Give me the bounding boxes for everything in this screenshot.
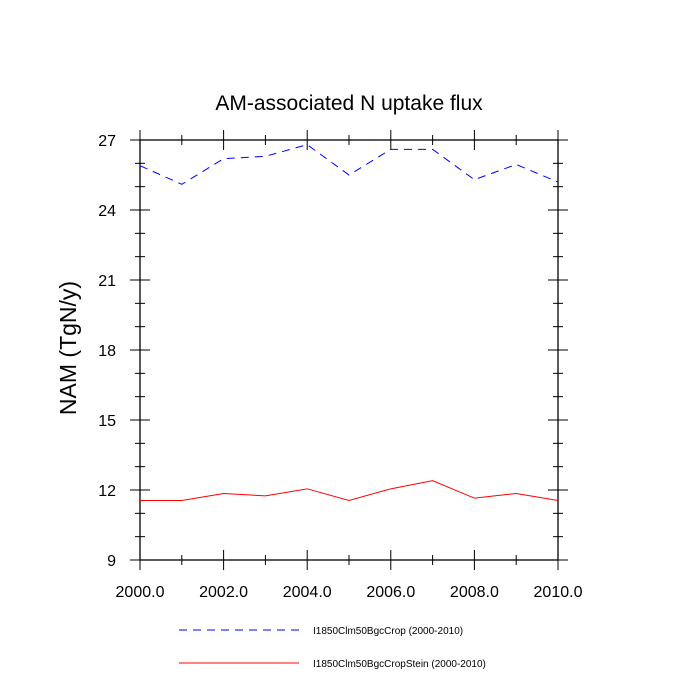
y-tick-label: 24 [98, 203, 116, 220]
series-lines [139, 144, 559, 502]
tick-labels: 2000.0 2002.0 2004.0 2006.0 2008.0 2010.0 9 12 1… [98, 133, 582, 601]
x-tick-label: 2000.0 [116, 584, 165, 601]
x-tick-label: 2008.0 [450, 584, 499, 601]
x-tick-label: 2002.0 [199, 584, 248, 601]
x-tick-label: 2010.0 [534, 584, 583, 601]
legend: I1850Clm50BgcCrop (2000-2010) I1850Clm50B… [179, 626, 486, 670]
y-tick-label: 21 [98, 273, 116, 290]
legend-label: I1850Clm50BgcCropStein (2000-2010) [313, 659, 486, 670]
series-line [140, 480, 559, 502]
series-line [139, 144, 559, 185]
y-axis-label: NAM (TgN/y) [55, 281, 81, 415]
x-tick-label: 2004.0 [283, 584, 332, 601]
y-tick-label: 15 [98, 413, 116, 430]
x-tick-label: 2006.0 [366, 584, 415, 601]
y-tick-label: 18 [98, 343, 116, 360]
axis-ticks [130, 130, 568, 570]
chart-title: AM-associated N uptake flux [215, 92, 483, 115]
y-tick-label: 12 [98, 483, 116, 500]
legend-label: I1850Clm50BgcCrop (2000-2010) [313, 626, 463, 637]
y-tick-label: 9 [107, 553, 116, 570]
y-tick-label: 27 [98, 133, 116, 150]
